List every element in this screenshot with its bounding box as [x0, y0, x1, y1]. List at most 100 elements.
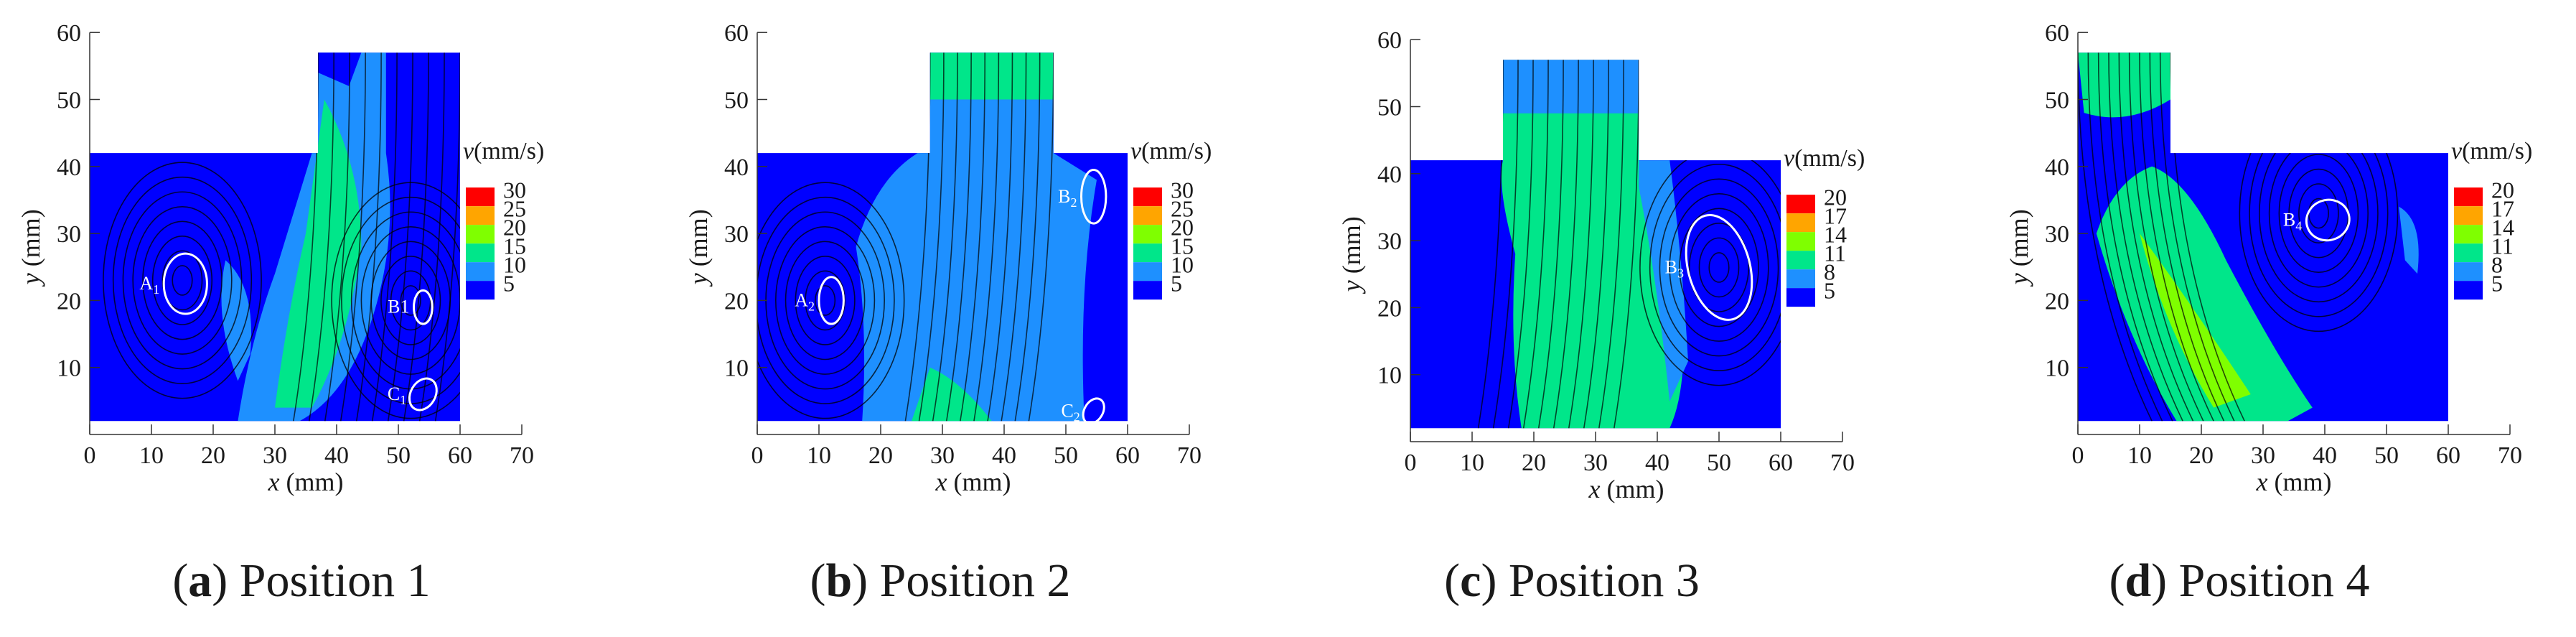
caption-text: Position 1	[240, 554, 431, 607]
legend-swatch	[1133, 206, 1162, 225]
caption-text: Position 4	[2179, 554, 2370, 607]
y-tick-label: 30	[1377, 228, 1402, 255]
streamline	[1568, 60, 1594, 429]
annotation-label-main: A	[139, 273, 153, 294]
legend-swatch	[466, 262, 495, 282]
streamline	[380, 256, 441, 345]
legend-swatch	[1133, 281, 1162, 300]
caption-paren-open: (	[810, 554, 825, 607]
inlet-band	[1503, 60, 1639, 113]
caption-paren-open: (	[2109, 554, 2125, 607]
x-tick-label: 10	[139, 442, 164, 469]
caption-letter: c	[1460, 554, 1481, 607]
streamline	[371, 52, 398, 422]
annotation-ellipse	[162, 252, 208, 315]
streamline	[339, 52, 366, 422]
x-axis-label-var: x	[2256, 468, 2268, 496]
x-tick-label: 0	[84, 442, 96, 469]
x-tick-label: 0	[1405, 450, 1417, 476]
legend-level-label: 11	[1824, 240, 1846, 266]
x-tick-label: 50	[1054, 442, 1078, 469]
jet-core	[275, 99, 362, 408]
legend-level-label: 20	[1824, 184, 1847, 210]
streamline	[945, 52, 972, 422]
x-tick-label: 70	[1830, 450, 1855, 476]
streamline	[1708, 252, 1730, 283]
y-axis-label-unit: (mm)	[2005, 209, 2033, 273]
streamline	[1552, 60, 1579, 429]
annotation-label-sub: 4	[2295, 218, 2302, 233]
streamline	[308, 52, 334, 422]
annotation-label-main: B	[1665, 256, 1677, 277]
legend-swatch	[1786, 232, 1815, 251]
streamline	[2097, 52, 2173, 422]
y-axis-label-var: y	[684, 273, 713, 287]
streamline	[918, 52, 945, 422]
annotation-label: C2	[1061, 400, 1079, 424]
annotation-label-sub: 2	[1071, 195, 1077, 210]
annotation-label-main: B	[1058, 186, 1070, 207]
y-tick-label: 30	[57, 221, 81, 248]
legend-swatch	[1786, 288, 1815, 307]
caption-text: Position 2	[880, 554, 1071, 607]
x-tick-label: 30	[263, 442, 287, 469]
x-tick-label: 60	[448, 442, 472, 469]
x-axis-label: x (mm)	[2256, 468, 2332, 496]
y-tick-label: 20	[57, 288, 81, 315]
streamline	[172, 265, 193, 296]
caption-text: Position 3	[1509, 554, 1700, 607]
caption-paren-open: (	[172, 554, 188, 607]
annotation: B1	[388, 289, 434, 325]
legend-swatch	[466, 187, 495, 207]
x-axis-label-unit: (mm)	[2268, 468, 2332, 496]
legend-title: v(mm/s)	[463, 138, 544, 164]
legend-title-var: v	[1130, 138, 1142, 164]
x-tick-label: 10	[2127, 442, 2152, 469]
annotation-label-sub: 1	[153, 282, 159, 297]
x-tick-label: 0	[2072, 442, 2084, 469]
annotation-label: A1	[139, 273, 159, 297]
y-tick-label: 30	[2045, 221, 2069, 248]
legend-swatch	[1786, 213, 1815, 233]
legend-level-label: 10	[1171, 251, 1194, 277]
streamline	[324, 52, 350, 422]
y-tick-label: 40	[2045, 154, 2069, 181]
y-tick-label: 10	[57, 355, 81, 382]
annotation-ellipse	[818, 276, 845, 325]
streamline	[1492, 60, 1519, 429]
y-axis-label-unit: (mm)	[684, 209, 713, 273]
annotation-label: B3	[1665, 256, 1684, 280]
legend-level-label: 25	[1171, 195, 1194, 221]
y-tick-label: 60	[2045, 20, 2069, 47]
annotation-ellipse	[1685, 213, 1753, 321]
annotation: B3	[1665, 213, 1753, 321]
x-tick-label: 20	[1522, 450, 1546, 476]
y-tick-label: 50	[2045, 88, 2069, 114]
caption-paren-close: )	[1481, 554, 1508, 607]
legend-title-var: v	[1784, 145, 1795, 172]
y-tick-label: 10	[2045, 355, 2069, 382]
legend-swatch	[2454, 206, 2483, 225]
annotation-label: B4	[2283, 209, 2302, 233]
streamline	[2278, 154, 2359, 274]
x-tick-label: 50	[386, 442, 411, 469]
y-tick-label: 40	[1377, 162, 1402, 188]
legend-level-label: 20	[2491, 177, 2514, 203]
caption-paren-close: )	[2151, 554, 2178, 607]
y-tick-label: 30	[724, 221, 749, 248]
streamline	[2298, 183, 2339, 243]
annotation-label: A2	[795, 289, 815, 313]
caption-paren-open: (	[1444, 554, 1460, 607]
legend-swatch	[2454, 243, 2483, 263]
jet-core	[929, 52, 1054, 100]
x-tick-label: 0	[751, 442, 764, 469]
streamline	[132, 205, 233, 355]
annotation-label-main: B1	[388, 297, 409, 317]
annotation-label: B2	[1058, 186, 1077, 210]
x-tick-label: 60	[2436, 442, 2460, 469]
streamline	[1659, 178, 1779, 357]
legend-swatch	[2454, 281, 2483, 300]
annotation: B2	[1058, 168, 1107, 225]
